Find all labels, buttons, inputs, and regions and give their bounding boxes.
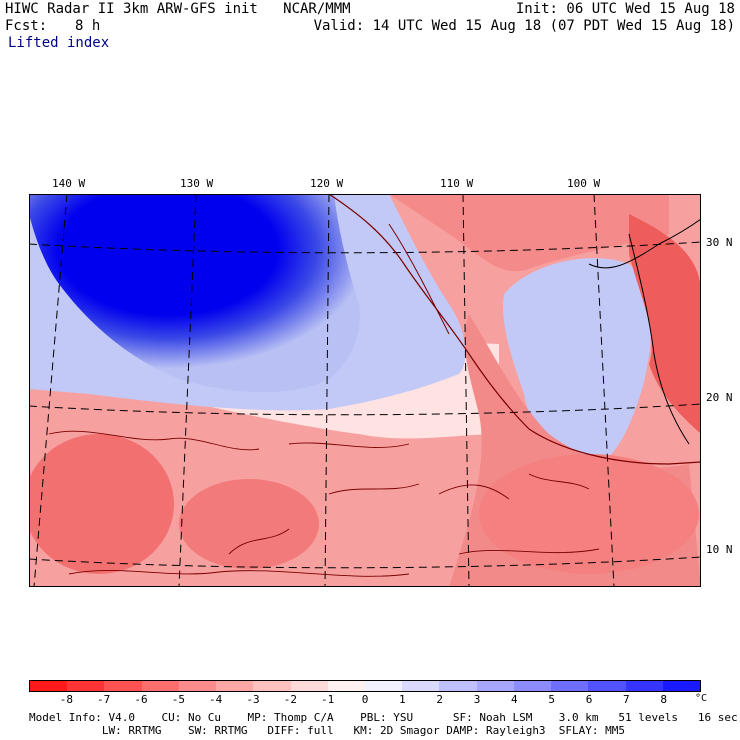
lon-label-140w: 140 W (52, 177, 86, 190)
colorbar-swatch (662, 681, 700, 691)
lifted-index-map (29, 194, 701, 587)
baja-coastline (388, 223, 450, 335)
pacific-pocket-east (479, 454, 699, 574)
header-valid: Valid: 14 UTC Wed 15 Aug 18 (07 PDT Wed … (313, 18, 735, 34)
us-mexico-border (588, 218, 701, 269)
colorbar-tick-label: -5 (171, 693, 185, 706)
map-border (29, 194, 701, 587)
colorbar-unit: °C (695, 693, 708, 704)
colorbar-swatch (327, 681, 365, 691)
colorbar-swatch (216, 681, 254, 691)
colorbar-tick-label: -1 (321, 693, 335, 706)
lon-label-120w: 120 W (310, 177, 344, 190)
us-land-unstable (389, 194, 669, 272)
colorbar-swatch (588, 681, 626, 691)
colorbar-swatch (67, 681, 105, 691)
colorbar-tick-label: -7 (97, 693, 111, 706)
colorbar-swatch (30, 681, 68, 691)
colorbar-tick-label: -2 (283, 693, 297, 706)
footer-model-info: Model Info: V4.0 CU: No Cu MP: Thomp C/A… (29, 711, 738, 724)
colorbar-tick-label: -6 (134, 693, 148, 706)
pacific-pocket-central (179, 479, 319, 569)
colorbar-swatch (402, 681, 440, 691)
colorbar-tick-label: -3 (246, 693, 260, 706)
header-title: HIWC Radar II 3km ARW-GFS init NCAR/MMM (5, 1, 351, 17)
colorbar-swatch (253, 681, 291, 691)
mexico-stable-region (503, 258, 651, 466)
header-fcst-label: Fcst: (5, 18, 48, 34)
colorbar-tick-label: 7 (623, 693, 630, 706)
contour-lines (48, 430, 600, 577)
colorbar-tick-label: 0 (361, 693, 369, 706)
colorbar-tick-label: -4 (209, 693, 223, 706)
colorbar-swatch (476, 681, 514, 691)
colorbar-swatch (364, 681, 403, 691)
lat-label-10n: 10 N (706, 543, 733, 556)
colorbar-tick-label: 5 (548, 693, 555, 706)
lat-label-20n: 20 N (706, 391, 733, 404)
colorbar-swatch (439, 681, 477, 691)
lat-label-30n: 30 N (706, 236, 733, 249)
pacific-coastline (328, 194, 701, 465)
gulf-coastline (628, 233, 690, 445)
colorbar-tick-label: 3 (473, 693, 481, 706)
colorbar-tick-label: 8 (660, 693, 667, 706)
footer-model-info-2: LW: RRTMG SW: RRTMG DIFF: full KM: 2D Sm… (29, 724, 626, 737)
colorbar-swatch (513, 681, 552, 691)
colorbar-swatch (290, 681, 328, 691)
colorbar-swatch (625, 681, 663, 691)
colorbar-tick-label: 2 (436, 693, 443, 706)
header-field: Lifted index (8, 35, 110, 51)
lon-label-110w: 110 W (440, 177, 474, 190)
colorbar-tick-label: 4 (511, 693, 518, 706)
colorbar-tick-label: -8 (59, 693, 73, 706)
lon-label-100w: 100 W (567, 177, 601, 190)
colorbar-swatch (551, 681, 589, 691)
colorbar-swatch (104, 681, 142, 691)
colorbar-swatch (178, 681, 217, 691)
colorbar-tick-label: 1 (399, 693, 406, 706)
gulf-unstable (629, 214, 701, 434)
colorbar (29, 680, 701, 692)
colorbar-tick-label: 6 (585, 693, 593, 706)
colorbar-swatch (141, 681, 179, 691)
pacific-pocket-west (29, 434, 174, 574)
lon-label-130w: 130 W (180, 177, 214, 190)
strong-stable-region (29, 194, 360, 393)
graticule (29, 194, 701, 587)
header-fcst-value: 8 h (75, 18, 101, 34)
header-init: Init: 06 UTC Wed 15 Aug 18 (515, 1, 735, 17)
